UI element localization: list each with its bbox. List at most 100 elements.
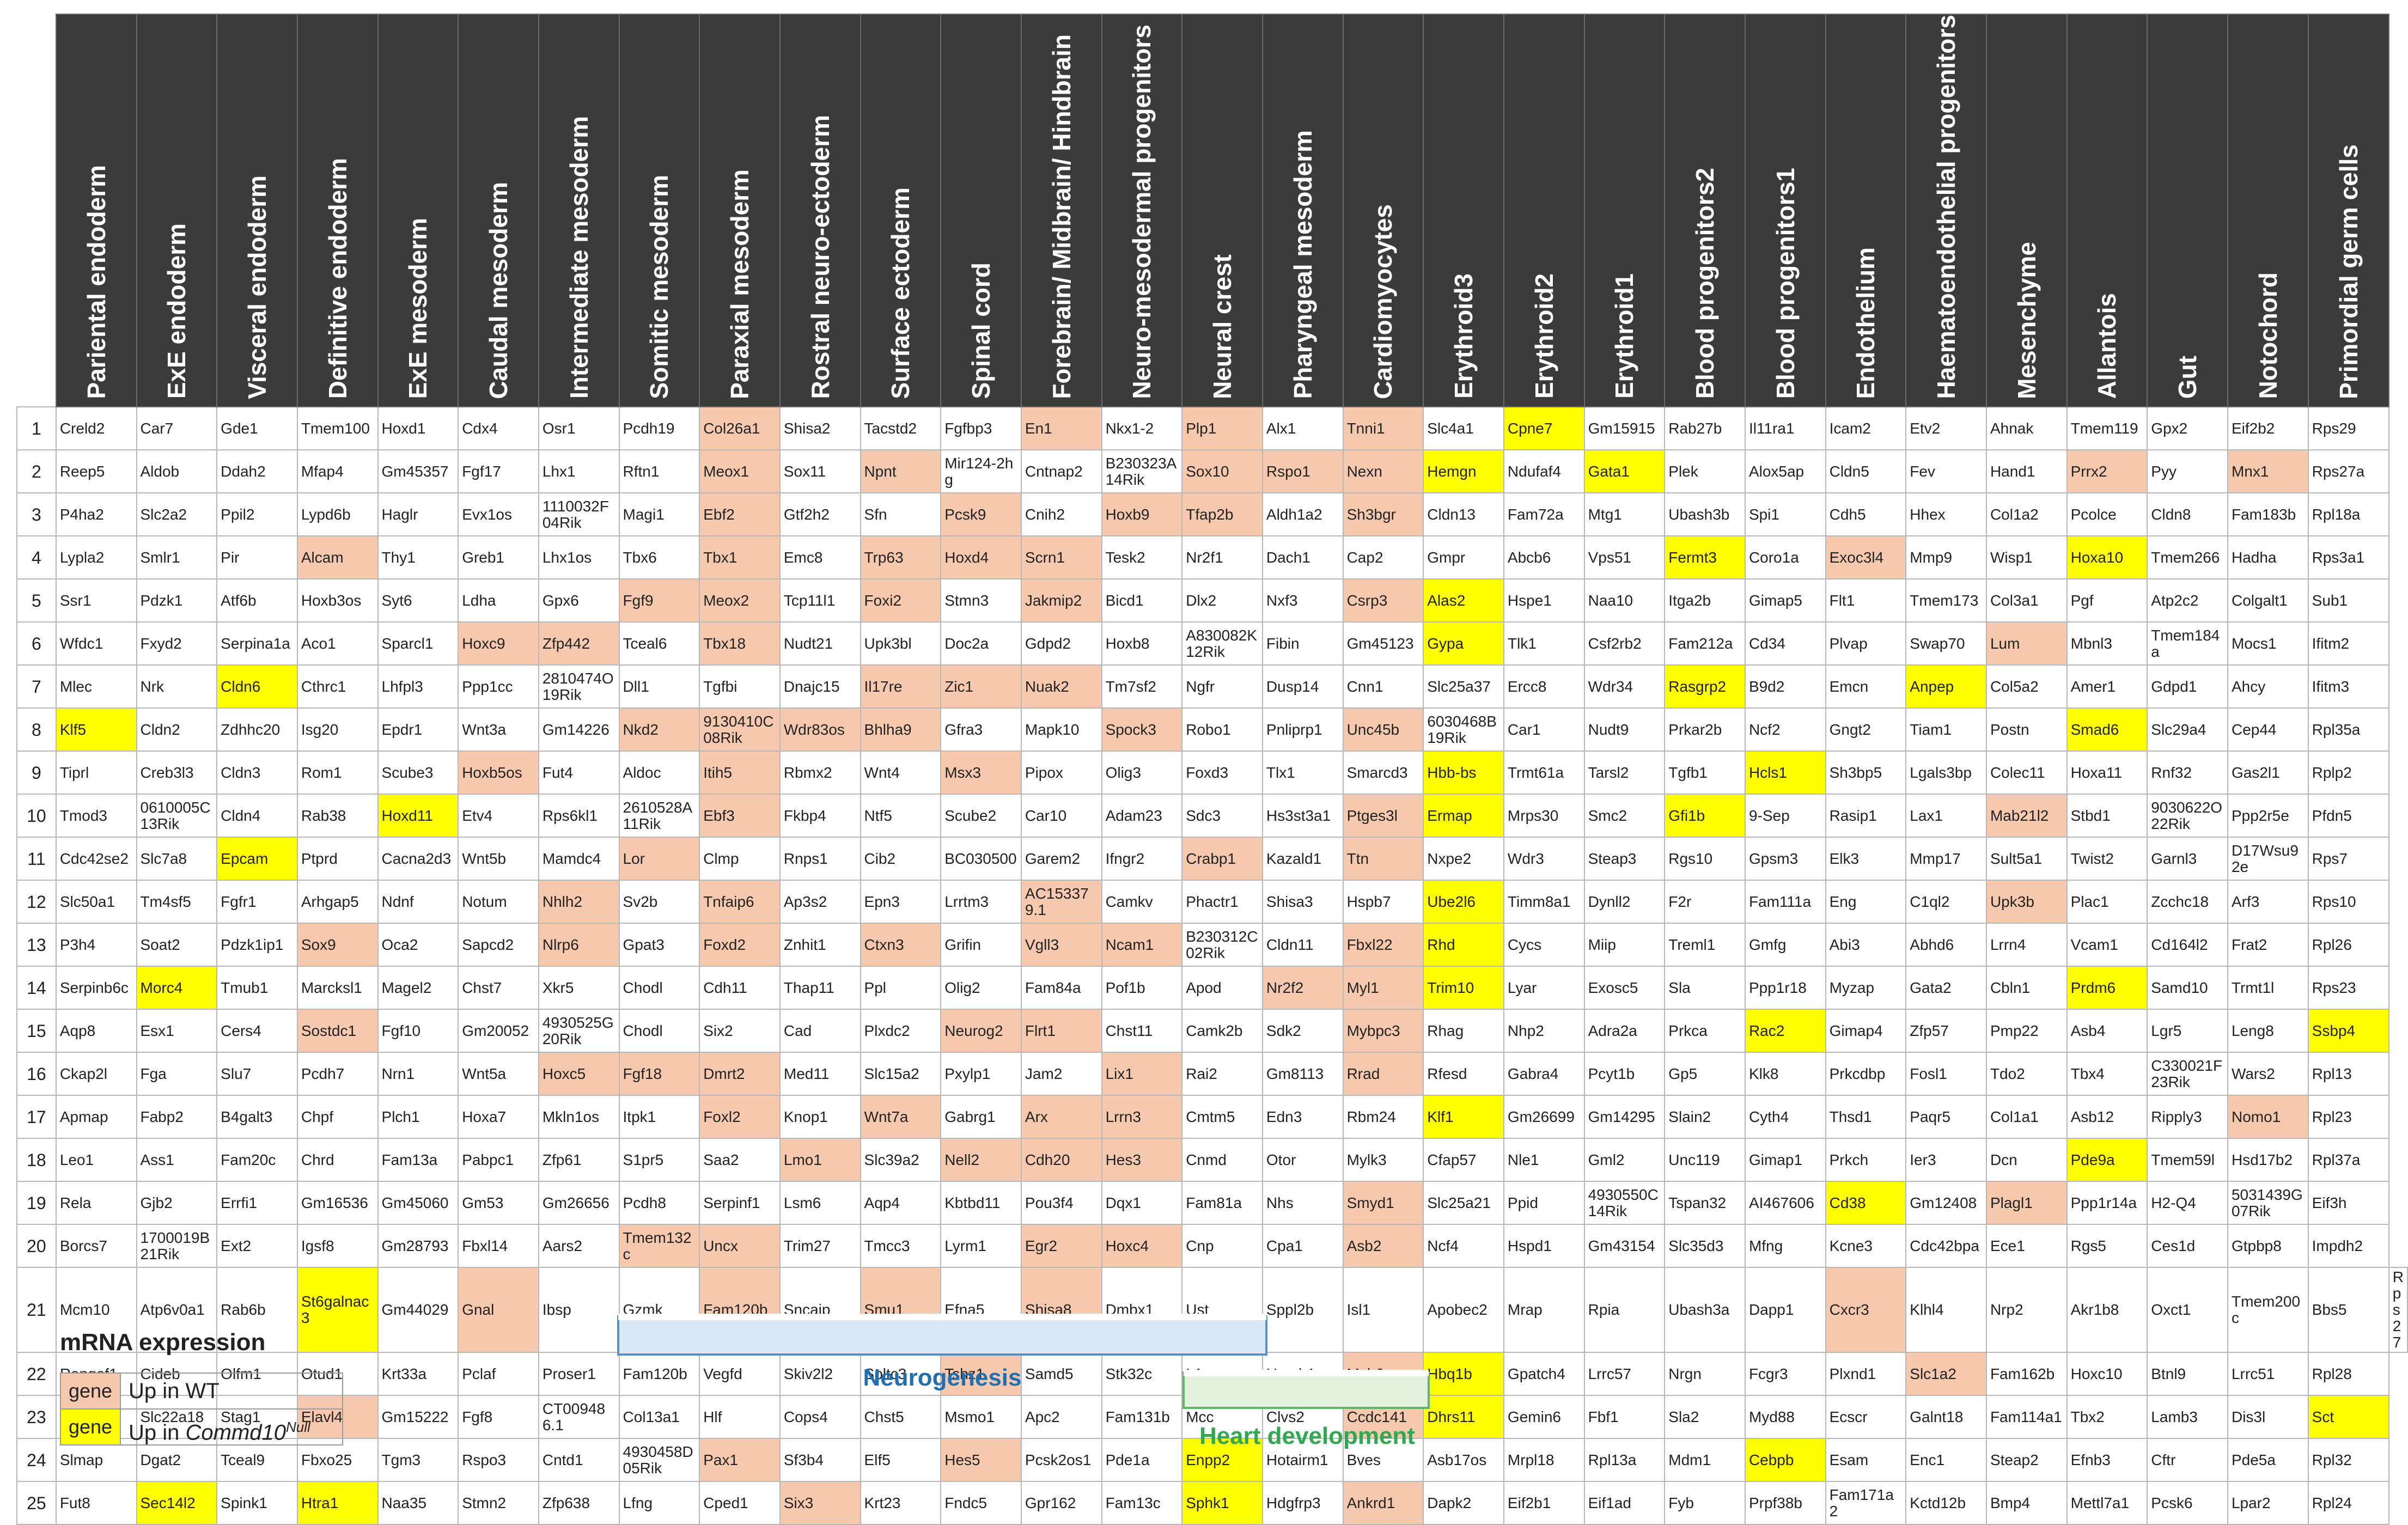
gene-cell: Ercc8 [1503,664,1585,709]
gene-cell: Wdr3 [1503,837,1585,881]
gene-cell: Hsd17b2 [2227,1138,2309,1182]
gene-cell: Emcn [1825,664,1907,709]
gene-cell: Gfi1b [1664,794,1746,838]
gene-cell: Lrrc51 [2227,1352,2309,1396]
gene-cell: Flt1 [1825,578,1907,623]
gene-cell: 1110032F04Rik [538,492,620,537]
gene-cell: Isl1 [1342,1267,1424,1353]
gene-cell: Tbx1 [699,535,781,580]
gene-cell: Rps23 [2307,966,2389,1010]
gene-cell: Hes5 [940,1438,1022,1483]
gene-cell: Cftr [2147,1438,2228,1483]
gene-cell: Ppl [859,966,942,1010]
table-row: 18 Leo1 Ass1 Fam20c Chrd Fam13a Pabpc1 Zfp61 S1p… [16,1138,2407,1182]
gene-cell: Serpinb6c [55,966,137,1010]
legend-swatch-commd10: gene [61,1410,121,1444]
gene-cell: Abhd6 [1905,923,1987,967]
gene-cell: Epcam [216,837,298,881]
row-number: 19 [16,1181,57,1225]
column-header-label: Erythroid1 [1610,273,1639,399]
gene-cell: Dis3l [2227,1395,2309,1439]
column-header-label: Spinal cord [967,262,996,399]
gene-cell: 4930550C14Rik [1583,1181,1666,1225]
gene-cell: Slc1a2 [1905,1352,1987,1396]
gene-cell: Serpinf1 [699,1181,781,1225]
table-row: 8 Klf5 Cldn2 Zdhhc20 Isg20 Epdr1 Wnt3a Gm14226 N… [16,707,2407,752]
gene-cell: Shisa2 [779,406,861,451]
gene-cell: Col5a2 [1985,664,2068,709]
gene-cell: Miip [1583,923,1666,967]
gene-cell: Slc4a1 [1423,406,1504,451]
gene-cell: Nlrp6 [538,923,620,967]
gene-cell: Leng8 [2227,1009,2309,1053]
gene-cell: AI467606 [1744,1181,1826,1225]
gene-cell: Naa10 [1583,578,1666,623]
gene-cell: Dnajc15 [779,664,861,709]
gene-cell: Atp6v0a1 [136,1267,218,1353]
gene-cell: Pou3f4 [1020,1181,1102,1225]
gene-cell: Nudt9 [1583,707,1666,752]
gene-cell: Klf5 [55,707,137,752]
gene-cell: Stmn3 [940,578,1022,623]
gene-cell: Nxf3 [1261,578,1344,623]
gene-cell: Nhp2 [1503,1009,1585,1053]
gene-cell: Rps29 [2307,406,2389,451]
gene-cell: Pdzk1 [136,578,218,623]
gene-cell: Fga [136,1052,218,1096]
gene-cell: 4930458D05Rik [618,1438,700,1483]
gene-cell: Jam2 [1020,1052,1102,1096]
gene-cell: Slc25a21 [1423,1181,1504,1225]
gene-cell: Bbs5 [2307,1267,2389,1353]
gene-cell: 0610005C13Rik [136,794,218,838]
gene-cell: Pcdh8 [618,1181,700,1225]
gene-cell: Cfap57 [1423,1138,1504,1182]
gene-cell: Esam [1825,1438,1907,1483]
gene-cell: Arx [1020,1095,1102,1139]
gene-cell: Tlk1 [1503,621,1585,666]
gene-cell: Chodl [618,1009,700,1053]
row-number: 21 [16,1267,57,1353]
gene-cell: Fam162b [1985,1352,2068,1396]
gene-cell: Myzap [1825,966,1907,1010]
gene-cell: Dmrt2 [699,1052,781,1096]
gene-cell: Fosl1 [1905,1052,1987,1096]
gene-cell: Eng [1825,880,1907,924]
gene-cell: Hoxb5os [458,751,539,795]
gene-cell: 6030468B19Rik [1423,707,1504,752]
column-header: ExE endoderm [136,13,218,408]
gene-cell: Rps27 [2388,1267,2408,1353]
gene-cell: Pcsk9 [940,492,1022,537]
gene-cell: Pcdh7 [296,1052,379,1096]
gene-cell: Gjb2 [136,1181,218,1225]
gene-cell: Wdr34 [1583,664,1666,709]
gene-cell: Epdr1 [377,707,459,752]
gene-cell: Zfp442 [538,621,620,666]
gene-cell: Hoxa7 [458,1095,539,1139]
gene-cell: Sla2 [1664,1395,1746,1439]
gene-cell: Morc4 [136,966,218,1010]
gene-cell: Htra1 [296,1481,379,1525]
gene-cell: Rab38 [296,794,379,838]
gene-cell: Tmem184a [2147,621,2228,666]
gene-cell: Errfi1 [216,1181,298,1225]
gene-cell: Ifitm3 [2307,664,2389,709]
gene-cell: Fam72a [1503,492,1585,537]
gene-cell: Aldob [136,449,218,494]
gene-cell: Pclaf [458,1352,539,1396]
gene-cell: Slc22a18 [136,1395,218,1439]
gene-cell: Hcls1 [1744,751,1826,795]
column-header-label: Paraxial mesoderm [726,169,754,399]
table-row: 16 Ckap2l Fga Slu7 Pcdh7 Nrn1 Wnt5a Hoxc5 Fgf18 D… [16,1052,2407,1096]
gene-cell: Gpatch4 [1503,1352,1585,1396]
gene-cell: Otud1 [296,1352,379,1396]
gene-cell: Hspb7 [1342,880,1424,924]
gene-cell: Gimap4 [1825,1009,1907,1053]
gene-cell: Chodl [618,966,700,1010]
gene-cell: Hoxd4 [940,535,1022,580]
gene-cell: Creld2 [55,406,137,451]
column-header-label: Caudal mesoderm [484,181,513,399]
column-header-label: Mesenchyme [2012,241,2041,399]
gene-cell: Greb1 [458,535,539,580]
gene-cell: Evx1os [458,492,539,537]
gene-cell: Epn3 [859,880,942,924]
